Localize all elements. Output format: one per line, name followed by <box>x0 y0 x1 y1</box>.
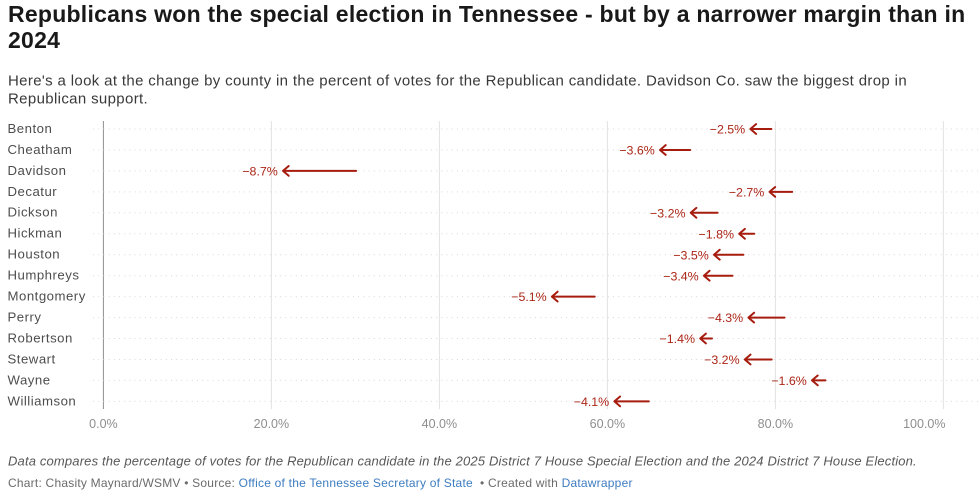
svg-text:−3.5%: −3.5% <box>673 248 708 262</box>
svg-text:Decatur: Decatur <box>8 184 58 199</box>
svg-text:Cheatham: Cheatham <box>8 142 73 157</box>
svg-text:Williamson: Williamson <box>8 393 77 408</box>
svg-text:Data compares the percentage o: Data compares the percentage of votes fo… <box>8 454 917 469</box>
svg-text:−4.1%: −4.1% <box>574 395 609 409</box>
svg-text:−1.8%: −1.8% <box>699 227 734 241</box>
svg-text:Davidson: Davidson <box>8 163 67 178</box>
svg-text:60.0%: 60.0% <box>590 417 625 431</box>
svg-text:Humphreys: Humphreys <box>8 268 80 283</box>
svg-text:−1.6%: −1.6% <box>771 374 806 388</box>
svg-text:0.0%: 0.0% <box>89 417 118 431</box>
svg-text:Here's a look at the change by: Here's a look at the change by county in… <box>8 73 907 90</box>
svg-text:Stewart: Stewart <box>8 351 56 366</box>
svg-text:Republican support.: Republican support. <box>8 91 148 108</box>
svg-text:−8.7%: −8.7% <box>242 165 277 179</box>
svg-text:Houston: Houston <box>8 247 61 262</box>
svg-text:−3.2%: −3.2% <box>650 206 685 220</box>
svg-text:2024: 2024 <box>8 27 60 53</box>
svg-text:Chart: Chasity Maynard/WSMV •: Chart: Chasity Maynard/WSMV • Source: Of… <box>8 476 633 490</box>
svg-text:−3.6%: −3.6% <box>619 144 654 158</box>
svg-text:Dickson: Dickson <box>8 205 58 220</box>
svg-text:−2.5%: −2.5% <box>710 123 745 137</box>
svg-text:Republicans won the special el: Republicans won the special election in … <box>8 1 965 27</box>
svg-text:20.0%: 20.0% <box>254 417 289 431</box>
svg-text:40.0%: 40.0% <box>422 417 457 431</box>
svg-text:Benton: Benton <box>8 121 53 136</box>
svg-text:Hickman: Hickman <box>8 226 63 241</box>
svg-text:Perry: Perry <box>8 310 42 325</box>
svg-text:Wayne: Wayne <box>8 372 51 387</box>
svg-text:80.0%: 80.0% <box>758 417 793 431</box>
svg-text:−1.4%: −1.4% <box>660 332 695 346</box>
svg-text:−3.2%: −3.2% <box>704 353 739 367</box>
svg-text:Robertson: Robertson <box>8 330 73 345</box>
svg-text:−2.7%: −2.7% <box>729 186 764 200</box>
svg-text:100.0%: 100.0% <box>903 417 945 431</box>
svg-text:Montgomery: Montgomery <box>8 289 86 304</box>
svg-text:−4.3%: −4.3% <box>708 311 743 325</box>
svg-text:−3.4%: −3.4% <box>663 269 698 283</box>
svg-text:−5.1%: −5.1% <box>511 290 546 304</box>
